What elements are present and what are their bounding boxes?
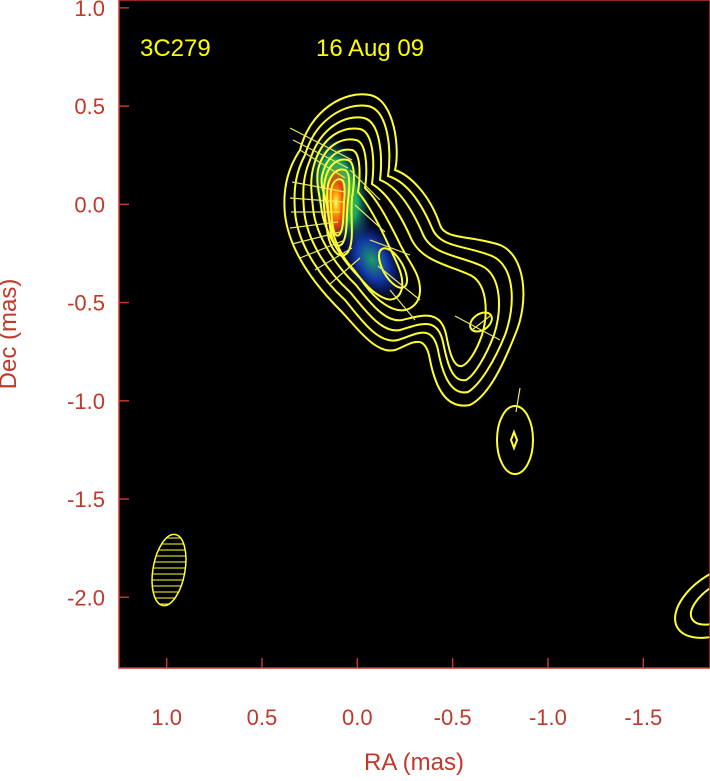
y-tick-label: -0.5 xyxy=(67,291,105,316)
x-tick-label: 0.5 xyxy=(247,705,278,730)
x-axis: 1.0 0.5 0.0 -0.5 -1.0 -1.5 xyxy=(151,658,662,730)
contour-outer-3 xyxy=(302,116,500,382)
y-tick-label: -1.5 xyxy=(67,487,105,512)
x-tick-label: -0.5 xyxy=(434,705,472,730)
contour-component-c2 xyxy=(469,311,493,333)
contour-inner-1 xyxy=(322,158,355,257)
y-tick-label: -1.0 xyxy=(67,389,105,414)
x-tick-label: -1.5 xyxy=(624,705,662,730)
contour-component-c4-inner xyxy=(689,574,710,626)
contour-component-c3-inner xyxy=(509,429,519,451)
plot-frame xyxy=(118,0,710,669)
date-label: 16 Aug 09 xyxy=(316,35,424,62)
y-tick-label: 0.0 xyxy=(74,192,105,217)
contour-mid-1 xyxy=(310,127,487,368)
y-axis: 1.0 0.5 0.0 -0.5 -1.0 -1.5 -2.0 xyxy=(67,0,129,610)
polarization-vectors xyxy=(289,127,521,413)
contour-outer-1 xyxy=(283,93,525,407)
jet-contours xyxy=(283,93,525,407)
contour-inner-3 xyxy=(329,178,346,237)
x-tick-label: 1.0 xyxy=(151,705,182,730)
y-tick-label: 1.0 xyxy=(74,0,105,21)
y-axis-title: Dec (mas) xyxy=(0,279,22,390)
source-label: 3C279 xyxy=(140,35,211,62)
contour-outer-2 xyxy=(293,104,513,394)
x-tick-label: -1.0 xyxy=(529,705,567,730)
x-tick-label: 0.0 xyxy=(342,705,373,730)
y-tick-label: -2.0 xyxy=(67,585,105,610)
contour-inner-2 xyxy=(326,168,351,247)
contour-component-c4-outer xyxy=(674,561,710,639)
y-tick-label: 0.5 xyxy=(74,94,105,119)
contour-component-c3-outer xyxy=(496,405,534,475)
isolated-contours xyxy=(496,405,710,639)
contour-map xyxy=(283,93,710,639)
x-axis-title: RA (mas) xyxy=(364,749,464,776)
